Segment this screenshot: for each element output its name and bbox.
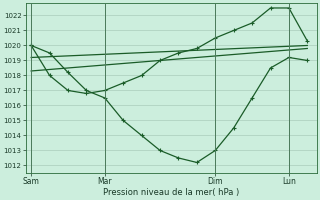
X-axis label: Pression niveau de la mer( hPa ): Pression niveau de la mer( hPa ) xyxy=(103,188,239,197)
